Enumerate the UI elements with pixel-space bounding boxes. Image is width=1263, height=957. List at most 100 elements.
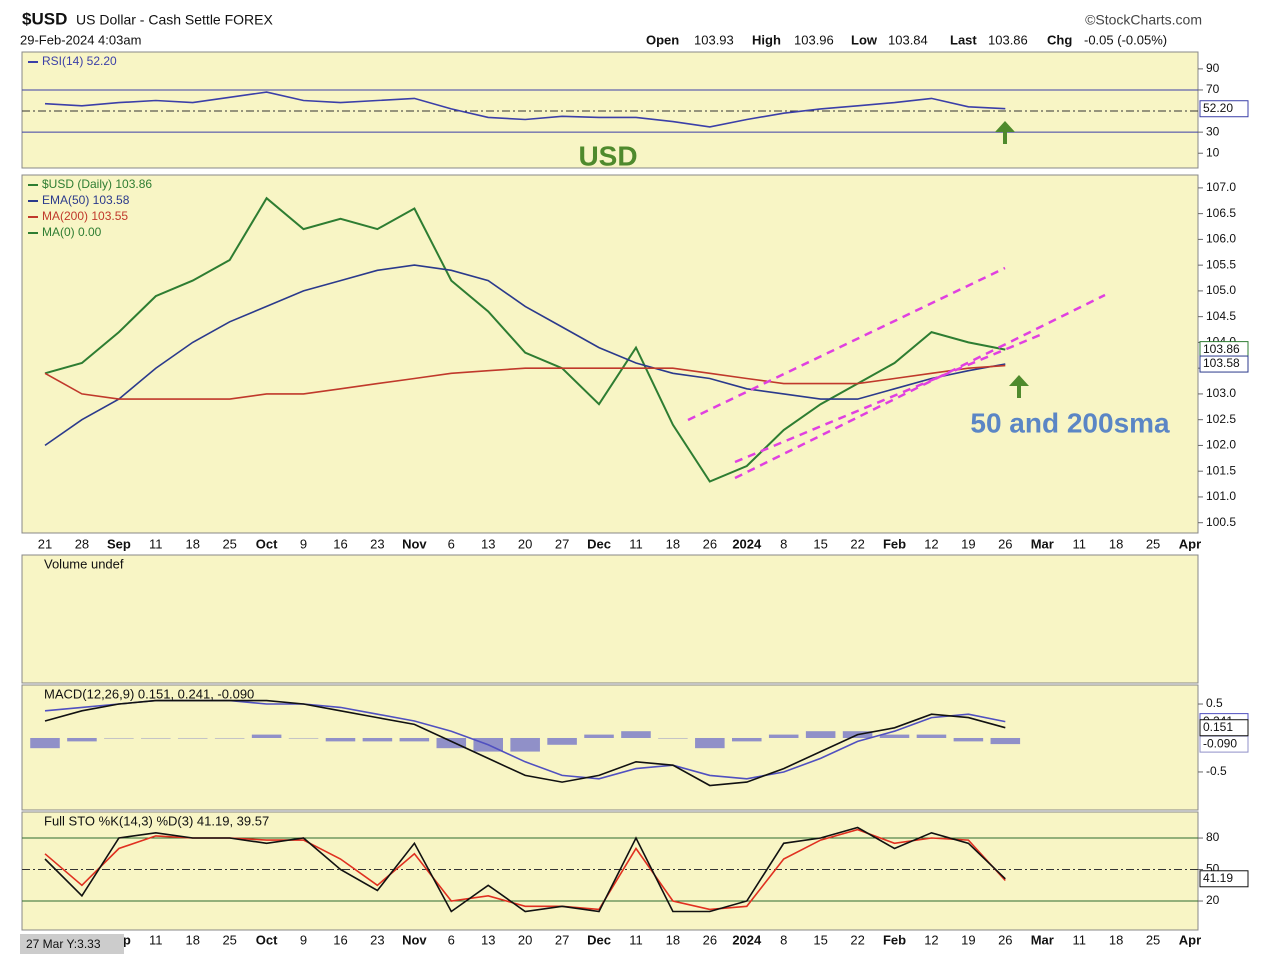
open: 103.93 bbox=[694, 32, 734, 47]
x-tick-label: 26 bbox=[998, 932, 1012, 947]
x-tick-label: Apr bbox=[1179, 932, 1201, 947]
panels: 90 70 30 10 52.20 RSI(14) 52.20 100.5 101.0 101.… bbox=[21, 51, 1249, 947]
x-tick-label: Nov bbox=[402, 932, 427, 947]
annotation: USD bbox=[578, 140, 637, 171]
y-tick-label: 106.5 bbox=[1206, 206, 1236, 220]
x-tick-label: 22 bbox=[850, 932, 864, 947]
value-tag: 52.20 bbox=[1203, 101, 1233, 115]
histogram-bar bbox=[104, 737, 134, 739]
panel bbox=[21, 554, 1199, 684]
arrow bbox=[1009, 375, 1029, 398]
legend-label: $USD (Daily) 103.86 bbox=[42, 177, 152, 191]
legend-label: MA(0) 0.00 bbox=[42, 225, 102, 239]
x-tick-label: 11 bbox=[149, 536, 163, 551]
source: ©StockCharts.com bbox=[1085, 12, 1202, 28]
value-tag: 0.151 bbox=[1203, 720, 1233, 734]
x-tick-label: 19 bbox=[961, 932, 975, 947]
x-tick-label: Apr bbox=[1179, 536, 1201, 551]
histogram-bar bbox=[214, 737, 245, 739]
y-tick-label: 106.0 bbox=[1206, 232, 1236, 246]
series-line bbox=[44, 699, 1006, 787]
last: 103.86 bbox=[988, 32, 1028, 47]
x-tick-label: 23 bbox=[370, 932, 384, 947]
histogram-bar bbox=[879, 734, 910, 738]
chg-label: Chg bbox=[1047, 32, 1072, 47]
last-label: Last bbox=[950, 32, 977, 47]
x-tick-label: 9 bbox=[300, 536, 307, 551]
x-tick-label: Feb bbox=[883, 932, 906, 947]
y-tick-label: 80 bbox=[1206, 830, 1220, 844]
corner-note-box bbox=[20, 934, 124, 954]
y-tick-label: 90 bbox=[1206, 61, 1220, 75]
y-tick-label: 100.5 bbox=[1206, 515, 1236, 529]
x-tick-label: 18 bbox=[186, 536, 200, 551]
x-tick-label: 20 bbox=[518, 932, 532, 947]
x-tick-label: 22 bbox=[850, 536, 864, 551]
x-tick-label: 2024 bbox=[732, 536, 762, 551]
y-tick-label: 70 bbox=[1206, 82, 1220, 96]
value-tag-box bbox=[1199, 355, 1249, 373]
x-tick-label: Mar bbox=[1031, 932, 1054, 947]
panel bbox=[21, 51, 1199, 169]
x-tick-label: 8 bbox=[780, 932, 787, 947]
corner-note: 27 Mar Y:3.33 bbox=[26, 937, 101, 951]
legend-label: EMA(50) 103.58 bbox=[42, 193, 130, 207]
value-tag-box bbox=[1199, 870, 1249, 888]
x-tick-label: 21 bbox=[38, 536, 52, 551]
x-tick-label: Oct bbox=[256, 932, 278, 947]
histogram-bar bbox=[768, 734, 799, 738]
x-tick-label: 26 bbox=[703, 932, 717, 947]
value-tag: 103.58 bbox=[1203, 356, 1240, 370]
y-tick-label: 101.0 bbox=[1206, 489, 1236, 503]
histogram-bar bbox=[953, 737, 984, 742]
x-tick-label: 25 bbox=[1146, 536, 1160, 551]
series-line bbox=[44, 91, 1006, 128]
x-tick-label: 28 bbox=[75, 536, 89, 551]
x-tick-label: 26 bbox=[703, 536, 717, 551]
value-tag: 103.86 bbox=[1203, 342, 1240, 356]
y-tick-label: 0.5 bbox=[1206, 696, 1223, 710]
x-tick-label: 27 bbox=[555, 932, 569, 947]
y-tick-label: 104.5 bbox=[1206, 309, 1236, 323]
series-line bbox=[44, 196, 1006, 483]
x-tick-label: Dec bbox=[587, 932, 611, 947]
histogram-bar bbox=[584, 734, 614, 738]
low: 103.84 bbox=[888, 32, 928, 47]
x-tick-label: Feb bbox=[883, 536, 906, 551]
x-tick-label: 11 bbox=[629, 536, 643, 551]
value-tag: -0.090 bbox=[1203, 736, 1237, 750]
x-tick-label: 25 bbox=[222, 932, 236, 947]
x-tick-label: 18 bbox=[666, 536, 680, 551]
histogram-bar bbox=[990, 737, 1021, 745]
open-label: Open bbox=[646, 32, 679, 47]
histogram-bar bbox=[30, 737, 60, 749]
series-line bbox=[44, 364, 1006, 400]
x-tick-label: 16 bbox=[333, 932, 347, 947]
x-tick-label: 12 bbox=[924, 536, 938, 551]
value-tag-box bbox=[1199, 100, 1249, 118]
histogram-bar bbox=[325, 737, 356, 742]
x-tick-label: 26 bbox=[998, 536, 1012, 551]
x-tick-label: 13 bbox=[481, 932, 495, 947]
histogram-bar bbox=[695, 737, 725, 749]
x-tick-label: 11 bbox=[1072, 932, 1086, 947]
y-tick-label: 105.5 bbox=[1206, 257, 1236, 271]
x-tick-label: 6 bbox=[448, 932, 455, 947]
x-tick-label: Mar bbox=[1031, 536, 1054, 551]
value-tag-box bbox=[1199, 719, 1249, 737]
x-tick-label: 2024 bbox=[732, 932, 762, 947]
x-tick-label: Nov bbox=[402, 536, 427, 551]
x-tick-label: 16 bbox=[333, 536, 347, 551]
x-tick-label: 13 bbox=[481, 536, 495, 551]
channel-line bbox=[687, 266, 1006, 422]
histogram-bar bbox=[658, 737, 688, 739]
histogram-bar bbox=[547, 737, 577, 745]
x-tick-label: 18 bbox=[186, 932, 200, 947]
x-tick-label: 18 bbox=[1109, 536, 1123, 551]
panel-title: Full STO %K(14,3) %D(3) 41.19, 39.57 bbox=[44, 813, 269, 828]
y-tick-label: 101.5 bbox=[1206, 463, 1236, 477]
overlay: USD 50 and 200sma 27 Mar Y:3.33 bbox=[20, 121, 1170, 954]
x-tick-label: 23 bbox=[370, 536, 384, 551]
symbol: $USD bbox=[22, 9, 67, 28]
